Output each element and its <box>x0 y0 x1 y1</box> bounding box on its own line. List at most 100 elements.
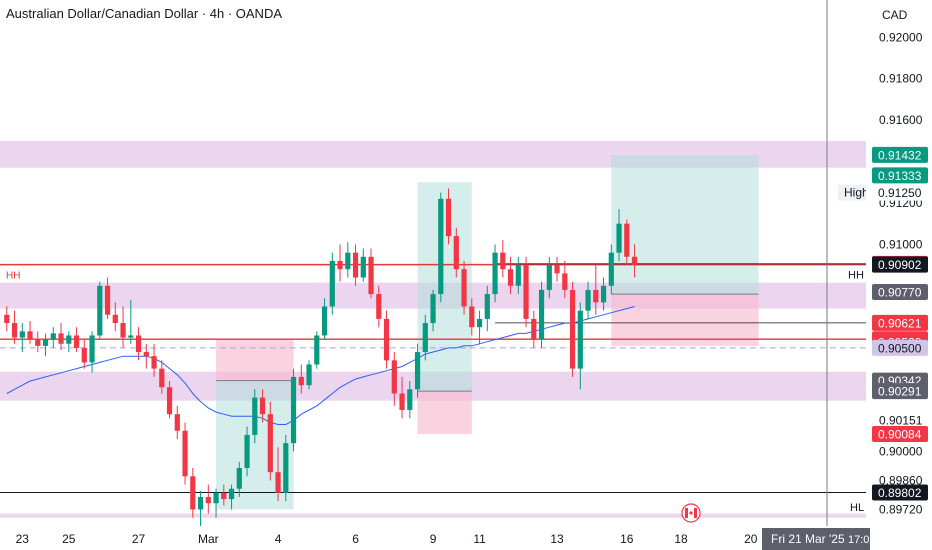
candle-body <box>337 260 343 270</box>
candle <box>236 461 242 498</box>
candle <box>422 314 428 361</box>
hh-label-right: HH <box>848 270 864 282</box>
candle-body <box>554 265 560 274</box>
currency-label: CAD <box>882 8 908 22</box>
candle <box>476 310 483 344</box>
time-tick-label: 13 <box>550 532 564 546</box>
candle-body <box>174 414 180 431</box>
candle-body <box>128 335 134 338</box>
candle <box>352 244 359 286</box>
price-badge: 0.90902 <box>872 256 928 273</box>
price-axis <box>866 0 932 550</box>
candle <box>252 389 258 444</box>
candle-body <box>97 285 103 336</box>
candle <box>469 298 475 336</box>
candle <box>631 244 638 278</box>
time-tick-label: 20 <box>744 532 758 546</box>
candle <box>314 331 320 369</box>
price-badge-text: 0.91250 <box>878 186 922 200</box>
candle-body <box>205 497 211 504</box>
candle-body <box>616 223 622 253</box>
candle <box>391 352 397 406</box>
candle-body <box>197 497 204 510</box>
candle-body <box>228 488 235 500</box>
candle-body <box>151 356 157 369</box>
price-tick-label: 0.89720 <box>879 502 923 516</box>
candle-body <box>182 430 188 477</box>
candle-body <box>190 476 196 510</box>
candle-body <box>608 252 614 286</box>
candle <box>120 306 126 348</box>
price-tick-label: 0.91600 <box>879 113 923 127</box>
candle-body <box>27 331 33 340</box>
candle <box>445 188 452 245</box>
price-tick-label: 0.91800 <box>879 72 923 86</box>
candle <box>66 331 72 353</box>
candle-body <box>546 265 552 290</box>
candle-body <box>290 376 297 444</box>
candle <box>523 256 529 328</box>
candle <box>213 488 219 518</box>
crosshair-time-bg <box>762 528 870 550</box>
candle-body <box>244 434 250 469</box>
candle-body <box>112 314 118 324</box>
price-badge-bg <box>872 184 928 201</box>
time-tick-label: 23 <box>16 532 30 546</box>
candle-body <box>469 306 475 328</box>
price-badge-bg <box>872 383 928 400</box>
candle <box>414 343 421 398</box>
position-target-zone <box>611 154 759 295</box>
candle-body <box>507 269 514 286</box>
candle-body <box>19 331 25 338</box>
price-badge-text: 0.90621 <box>878 316 922 330</box>
time-tick-label: 27 <box>132 532 146 546</box>
candle <box>290 368 297 452</box>
candle <box>546 256 552 299</box>
position-stop-zone <box>611 294 759 346</box>
candle <box>128 300 134 344</box>
candle <box>35 331 41 353</box>
candle <box>135 327 142 361</box>
candle <box>73 327 80 353</box>
price-badge-bg <box>872 256 928 273</box>
candle <box>484 285 490 332</box>
candle <box>562 260 568 299</box>
candle <box>399 376 405 419</box>
time-tick-label: 9 <box>430 532 437 546</box>
candle <box>515 256 521 295</box>
candle <box>438 192 444 303</box>
price-badge-text: 0.89802 <box>878 486 922 500</box>
price-badge-bg <box>872 339 928 356</box>
price-badge-text: 0.90084 <box>878 428 922 442</box>
candle <box>283 434 289 502</box>
price-badge: 0.90084 <box>872 426 928 443</box>
candle-body <box>35 339 41 346</box>
candle-body <box>376 294 382 319</box>
candle-body <box>414 352 421 390</box>
time-tick-label: 11 <box>473 532 486 546</box>
candle <box>593 265 599 315</box>
candle-body <box>430 294 436 324</box>
candle <box>507 256 514 295</box>
candle <box>159 360 165 394</box>
candle <box>197 490 204 526</box>
candle-body <box>329 260 335 307</box>
candle <box>500 240 506 278</box>
time-tick-label: 16 <box>620 532 634 546</box>
candle <box>577 302 583 390</box>
candle <box>151 343 157 377</box>
position-stop-zone <box>216 339 294 381</box>
candle-body <box>438 198 444 295</box>
maple-leaf <box>689 511 693 515</box>
candle-body <box>631 256 638 266</box>
candle <box>228 484 235 510</box>
candle <box>453 227 459 278</box>
candle <box>50 327 56 348</box>
candle <box>275 447 281 502</box>
candle <box>81 339 87 369</box>
candle-body <box>143 352 149 357</box>
price-badge-bg <box>872 283 928 300</box>
candle-body <box>11 323 18 338</box>
